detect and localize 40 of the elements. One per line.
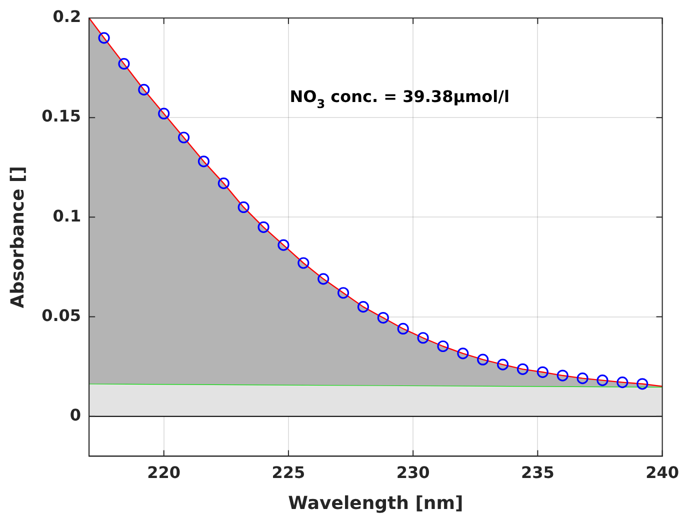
point [118,58,130,70]
point [437,340,449,352]
y-axis-title: Absorbance [] [7,166,28,308]
x-tick-label: 225 [272,462,306,482]
point [477,354,489,366]
y-tick-label: 0.15 [42,106,82,126]
point [258,221,270,233]
point [496,358,509,370]
point [536,366,548,378]
point [377,312,389,324]
x-tick-label: 230 [396,462,430,482]
point [298,257,310,269]
point [138,84,150,96]
point [397,322,409,335]
x-tick-label: 240 [646,462,680,482]
point [357,301,370,313]
point [158,108,170,120]
x-axis-title: Wavelength [nm] [288,492,464,514]
point [516,363,529,375]
point [337,287,350,299]
y-tick-label: 0.2 [52,7,82,26]
y-tick-label: 0.1 [52,206,82,226]
point [218,178,230,190]
x-tick-label: 235 [520,462,554,482]
y-tick-label: 0.05 [42,306,82,325]
point [616,376,628,388]
point [556,370,568,382]
point [278,239,290,251]
point [198,156,210,168]
point [636,378,648,390]
point [417,332,429,344]
point [457,348,469,360]
point [98,32,110,44]
point [576,372,588,384]
point [238,201,250,214]
point [596,374,608,386]
point [178,132,190,144]
point [318,273,330,285]
y-tick-label: 0 [70,406,82,425]
x-tick-label: 220 [147,462,181,482]
